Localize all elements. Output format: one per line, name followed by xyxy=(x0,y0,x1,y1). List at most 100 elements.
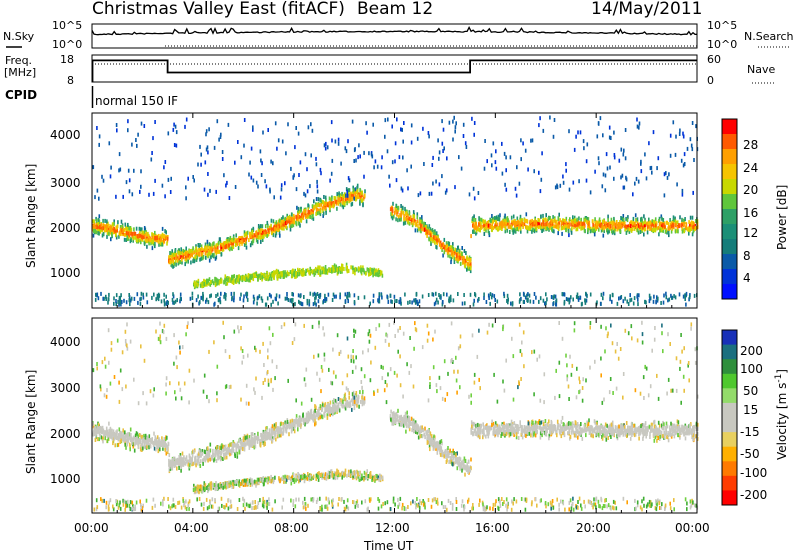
scatter-cell xyxy=(143,241,146,246)
scatter-cell xyxy=(128,293,130,297)
scatter-cell xyxy=(660,301,662,305)
scatter-cell xyxy=(337,141,340,146)
scatter-cell xyxy=(334,196,337,201)
power-panel: 4000 3000 2000 1000 Slant Range [km] xyxy=(24,112,699,309)
scatter-cell xyxy=(189,254,192,259)
scatter-cell xyxy=(452,137,454,142)
scatter-cell xyxy=(668,172,670,177)
scatter-cell xyxy=(592,219,594,224)
scatter-cell xyxy=(666,220,668,225)
scatter-cell xyxy=(261,275,264,280)
scatter-cell xyxy=(437,300,439,305)
scatter-cell xyxy=(264,179,266,184)
scatter-cell xyxy=(322,266,324,271)
scatter-cell xyxy=(214,277,217,282)
scatter-cell xyxy=(436,241,438,246)
scatter-cell xyxy=(391,124,393,129)
scatter-cell xyxy=(683,152,686,157)
scatter-cell xyxy=(172,259,175,263)
scatter-cell xyxy=(690,220,693,225)
scatter-cell xyxy=(446,292,448,297)
colorbar-swatch xyxy=(722,269,737,285)
scatter-cell xyxy=(320,202,323,207)
scatter-cell xyxy=(311,269,313,274)
scatter-cell xyxy=(131,142,133,147)
scatter-cell xyxy=(211,279,214,284)
scatter-cell xyxy=(570,230,573,235)
scatter-cell xyxy=(250,241,253,246)
scatter-cell xyxy=(583,221,585,226)
scatter-cell xyxy=(127,222,129,227)
scatter-cell xyxy=(316,292,319,296)
freq-right-tick-bottom: 0 xyxy=(707,74,714,87)
scatter-cell xyxy=(475,424,477,428)
scatter-cell xyxy=(102,296,104,301)
scatter-cell xyxy=(605,225,607,230)
scatter-cell xyxy=(352,194,355,199)
scatter-cell xyxy=(303,270,305,275)
scatter-cell xyxy=(288,223,291,228)
scatter-cell xyxy=(96,437,99,442)
scatter-cell xyxy=(285,272,288,277)
scatter-cell xyxy=(179,251,182,255)
scatter-cell xyxy=(135,238,138,242)
scatter-cell xyxy=(219,300,222,305)
scatter-cell xyxy=(691,147,694,152)
scatter-cell xyxy=(240,292,242,297)
scatter-cell xyxy=(421,294,424,299)
scatter-cell xyxy=(272,219,275,224)
scatter-cell xyxy=(450,298,452,302)
scatter-cell xyxy=(205,299,207,304)
scatter-cell xyxy=(129,226,131,231)
scatter-cell xyxy=(229,277,231,282)
scatter-cell xyxy=(495,215,498,220)
scatter-cell xyxy=(136,238,139,243)
scatter-cell xyxy=(532,299,535,304)
scatter-cell xyxy=(348,188,350,193)
scatter-cell xyxy=(308,302,311,307)
scatter-cell xyxy=(92,219,94,224)
scatter-cell xyxy=(315,211,317,216)
scatter-cell xyxy=(453,115,455,120)
scatter-cell xyxy=(571,421,574,426)
scatter-cell xyxy=(564,221,566,226)
scatter-cell xyxy=(451,245,454,250)
scatter-cell xyxy=(96,188,99,193)
scatter-cell xyxy=(662,223,665,228)
scatter-cell xyxy=(124,227,126,232)
scatter-cell xyxy=(568,221,571,226)
scatter-cell xyxy=(322,200,325,205)
scatter-cell xyxy=(592,228,594,233)
freq-right-label: Nave xyxy=(747,63,775,76)
scatter-cell xyxy=(480,221,482,225)
scatter-cell xyxy=(143,230,146,235)
scatter-cell xyxy=(599,301,602,306)
scatter-cell xyxy=(306,298,309,303)
scatter-cell xyxy=(345,262,348,267)
scatter-cell xyxy=(661,224,663,229)
scatter-cell xyxy=(598,217,601,222)
scatter-cell xyxy=(665,291,667,296)
scatter-cell xyxy=(272,233,275,238)
scatter-cell xyxy=(561,231,563,236)
scatter-cell xyxy=(202,291,204,296)
scatter-cell xyxy=(664,229,667,234)
scatter-cell xyxy=(388,174,390,179)
scatter-cell xyxy=(108,232,110,237)
scatter-cell xyxy=(246,294,248,299)
scatter-cell xyxy=(473,224,475,229)
scatter-cell xyxy=(307,207,310,211)
scatter-cell xyxy=(499,213,501,218)
scatter-cell xyxy=(359,194,362,199)
scatter-cell xyxy=(169,257,172,262)
scatter-cell xyxy=(243,143,245,148)
scatter-cell xyxy=(583,146,585,151)
scatter-cell xyxy=(345,265,348,270)
scatter-cell xyxy=(465,145,468,149)
scatter-cell xyxy=(395,206,397,211)
scatter-cell xyxy=(281,219,284,224)
scatter-cell xyxy=(581,226,584,231)
noise-left-tick-bottom: 10^0 xyxy=(52,38,82,51)
scatter-cell xyxy=(269,225,271,230)
scatter-cell xyxy=(531,229,533,234)
